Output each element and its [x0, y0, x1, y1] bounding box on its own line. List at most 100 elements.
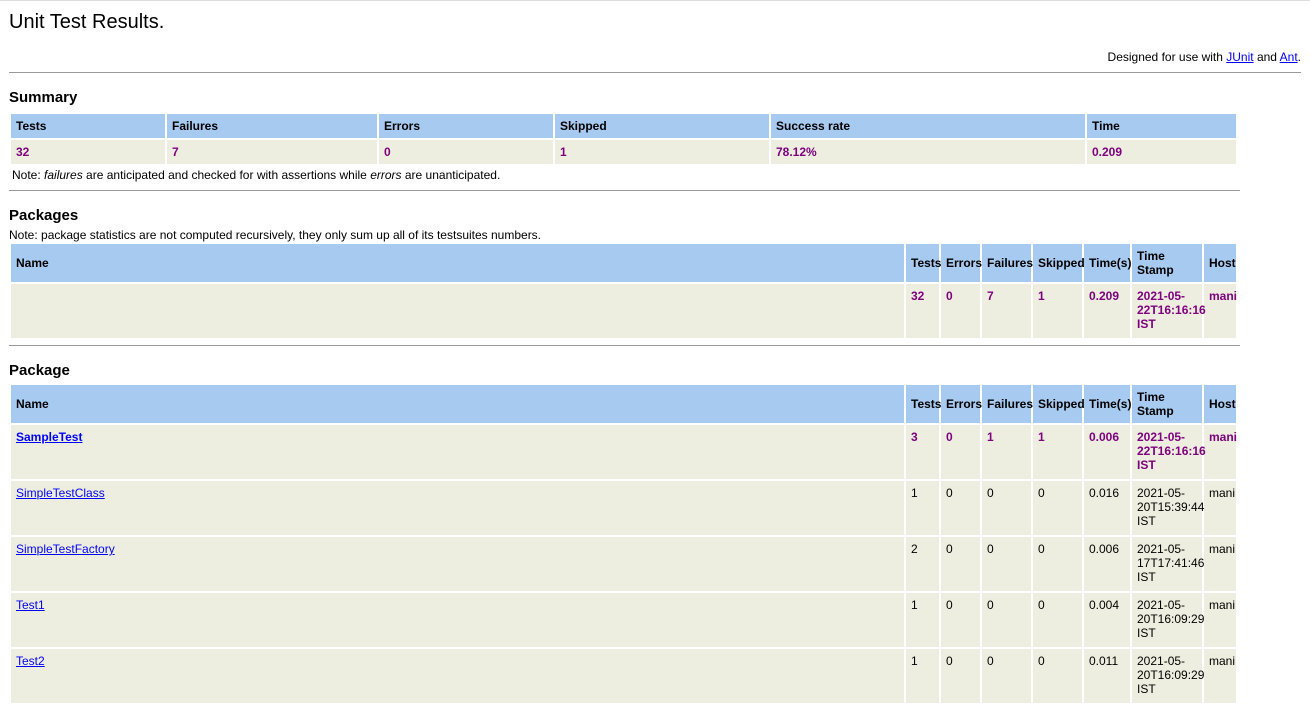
cell-errors: 0 [941, 481, 980, 535]
cell-timestamp: 2021-05-20T16:09:29 IST [1132, 649, 1204, 703]
designed-for: Designed for use with JUnit and Ant. [9, 50, 1301, 64]
table-row: 32 0 7 1 0.209 2021-05-22T16:16:16 IST mani [11, 284, 1237, 338]
summary-table: Tests Failures Errors Skipped Success rate Ti… [9, 112, 1238, 166]
package-link[interactable]: SampleTest [16, 430, 83, 444]
summary-header: Time [1087, 114, 1236, 138]
packages-note: Note: package statistics are not compute… [9, 228, 542, 242]
column-header: Failures [982, 244, 1033, 282]
packages-table: Name Tests Errors Failures Skipped Time(s) Tim… [9, 242, 1238, 340]
cell-timestamp: 2021-05-17T17:41:46 IST [1132, 537, 1204, 591]
table-row: SimpleTestFactory 2 0 0 0 0.006 2021-05-17T17:… [11, 537, 1236, 591]
column-header: Skipped [1033, 244, 1085, 282]
cell-failures: 1 [982, 425, 1031, 479]
column-header: Host [1204, 385, 1236, 423]
table-row: SampleTest 3 0 1 1 0.006 2021-05-22T16:16:16 I… [11, 425, 1237, 479]
cell-tests: 1 [906, 649, 939, 703]
junit-link[interactable]: JUnit [1226, 50, 1254, 64]
summary-header: Skipped [555, 114, 769, 138]
cell-tests: 3 [906, 425, 939, 479]
cell-errors: 0 [941, 593, 980, 647]
cell-tests: 2 [906, 537, 939, 591]
summary-header: Tests [11, 114, 165, 138]
note-d: errors [370, 168, 402, 182]
summary-header: Errors [379, 114, 553, 138]
cell-name: SimpleTestClass [11, 481, 904, 535]
designed-and: and [1253, 50, 1280, 64]
cell-tests: 1 [906, 593, 939, 647]
cell-name [11, 284, 904, 338]
cell-errors: 0 [941, 537, 980, 591]
column-header: Tests [906, 385, 941, 423]
summary-header: Success rate [771, 114, 1085, 138]
summary-value: 7 [167, 140, 377, 164]
page-title: Unit Test Results. [9, 11, 165, 33]
package-link[interactable]: SimpleTestClass [16, 486, 105, 500]
cell-skipped: 0 [1033, 593, 1082, 647]
cell-timestamp: 2021-05-22T16:16:16 IST [1132, 425, 1206, 479]
cell-time: 0.016 [1084, 481, 1130, 535]
cell-time: 0.011 [1084, 649, 1130, 703]
cell-skipped: 0 [1033, 481, 1082, 535]
column-header: Skipped [1033, 385, 1085, 423]
packages-heading: Packages [9, 207, 79, 224]
cell-time: 0.004 [1084, 593, 1130, 647]
note-e: are unanticipated. [401, 168, 501, 182]
package-link[interactable]: SimpleTestFactory [16, 542, 115, 556]
package-table: Name Tests Errors Failures Skipped Time(s) Tim… [9, 383, 1238, 705]
column-header: Errors [941, 244, 982, 282]
ant-link[interactable]: Ant [1279, 50, 1298, 64]
divider [9, 72, 1301, 73]
cell-time: 0.006 [1084, 537, 1130, 591]
cell-tests: 1 [906, 481, 939, 535]
divider [9, 345, 1240, 346]
summary-note: Note: failures are anticipated and check… [12, 168, 1301, 182]
table-row: Test1 1 0 0 0 0.004 2021-05-20T16:09:29 IST man… [11, 593, 1236, 647]
designed-suffix: . [1297, 50, 1301, 64]
table-row: Test2 1 0 0 0 0.011 2021-05-20T16:09:29 IST man… [11, 649, 1236, 703]
cell-time: 0.006 [1084, 425, 1130, 479]
cell-host: mani [1204, 425, 1237, 479]
column-header: Failures [982, 385, 1033, 423]
column-header: Time Stamp [1132, 244, 1202, 282]
note-b: failures [44, 168, 83, 182]
header-row: Name Tests Errors Failures Skipped Time(s) Tim… [11, 244, 1236, 282]
column-header: Host [1204, 244, 1236, 282]
cell-failures: 0 [982, 481, 1031, 535]
package-link[interactable]: Test2 [16, 654, 45, 668]
summary-value: 32 [11, 140, 165, 164]
summary-header: Failures [167, 114, 377, 138]
cell-host: mani [1204, 284, 1237, 338]
column-header: Tests [906, 244, 941, 282]
column-header: Name [11, 385, 904, 423]
summary-value: 0 [379, 140, 553, 164]
column-header: Time(s) [1084, 244, 1131, 282]
cell-name: Test2 [11, 649, 904, 703]
column-header: Time(s) [1084, 385, 1131, 423]
cell-errors: 0 [941, 284, 980, 338]
note-a: Note: [12, 168, 45, 182]
designed-prefix: Designed for use with [1107, 50, 1227, 64]
cell-name: Test1 [11, 593, 904, 647]
summary-value: 1 [555, 140, 769, 164]
cell-name: SimpleTestFactory [11, 537, 904, 591]
cell-failures: 0 [982, 593, 1031, 647]
cell-failures: 0 [982, 649, 1031, 703]
cell-timestamp: 2021-05-20T16:09:29 IST [1132, 593, 1204, 647]
cell-timestamp: 2021-05-22T16:16:16 IST [1132, 284, 1206, 338]
cell-host: mani [1204, 481, 1236, 535]
column-header: Time Stamp [1132, 385, 1202, 423]
column-header: Name [11, 244, 904, 282]
note-c: are anticipated and checked for with ass… [82, 168, 371, 182]
summary-value: 78.12% [771, 140, 1085, 164]
cell-tests: 32 [906, 284, 939, 338]
package-heading: Package [9, 362, 70, 379]
cell-errors: 0 [941, 425, 980, 479]
cell-failures: 0 [982, 537, 1031, 591]
package-link[interactable]: Test1 [16, 598, 45, 612]
cell-time: 0.209 [1084, 284, 1130, 338]
cell-failures: 7 [982, 284, 1031, 338]
table-row: SimpleTestClass 1 0 0 0 0.016 2021-05-20T15:39… [11, 481, 1236, 535]
cell-skipped: 0 [1033, 649, 1082, 703]
summary-heading: Summary [9, 89, 78, 106]
column-header: Errors [941, 385, 982, 423]
